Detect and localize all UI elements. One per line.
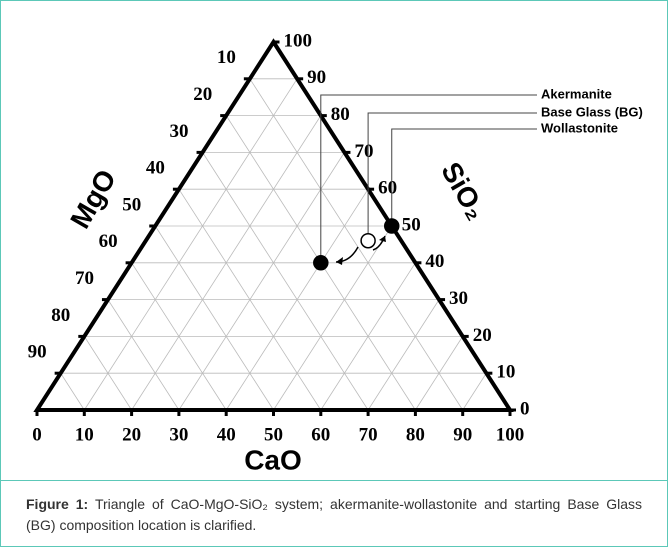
right-tick-label: 50 (402, 214, 421, 235)
left-tick-label: 70 (75, 268, 94, 289)
grid-line (178, 188, 322, 411)
legend-label: Base Glass (BG) (541, 104, 643, 119)
left-tick-label: 90 (28, 342, 47, 363)
right-tick-label: 40 (425, 251, 444, 272)
divider (1, 480, 667, 481)
right-tick-label: 60 (378, 178, 397, 199)
data-point (313, 255, 329, 271)
grid-line (249, 78, 464, 411)
right-tick-label: 80 (331, 104, 350, 125)
arrowhead (336, 257, 343, 265)
axis-title: SiO₂ (435, 157, 492, 225)
data-point (384, 218, 400, 234)
right-tick-label: 30 (449, 288, 468, 309)
left-tick-label: 20 (193, 84, 212, 105)
right-tick-label: 0 (520, 398, 530, 419)
axis-title: CaO (244, 444, 302, 475)
leader-line (367, 112, 537, 241)
x-tick-label: 70 (359, 424, 378, 445)
x-tick-label: 30 (169, 424, 188, 445)
grid-line (107, 299, 180, 411)
right-tick-label: 90 (307, 67, 326, 88)
legend-label: Akermanite (541, 86, 612, 101)
grid-line (202, 152, 369, 411)
legend-label: Wollastonite (541, 120, 618, 135)
data-point (360, 232, 376, 249)
grid-line (178, 152, 345, 411)
left-tick-label: 40 (146, 158, 165, 179)
left-tick-label: 80 (51, 305, 70, 326)
right-tick-label: 20 (473, 325, 492, 346)
grid-line (273, 225, 393, 411)
caption: Figure 1: Triangle of CaO-MgO-SiO₂ syste… (26, 494, 642, 536)
grid-line (60, 372, 85, 411)
x-tick-label: 80 (406, 424, 425, 445)
x-tick-label: 50 (264, 424, 283, 445)
x-tick-label: 10 (75, 424, 94, 445)
caption-text: Triangle of CaO-MgO-SiO₂ system; akerman… (26, 496, 642, 533)
grid-line (462, 372, 487, 411)
arrowhead (379, 236, 386, 242)
grid-line (367, 299, 440, 411)
right-tick-label: 70 (354, 141, 373, 162)
left-tick-label: 10 (217, 47, 236, 68)
grid-line (83, 336, 132, 411)
x-tick-label: 0 (32, 424, 42, 445)
right-tick-label: 10 (496, 362, 515, 383)
leader-line (320, 94, 537, 263)
axis-title: MgO (64, 164, 122, 233)
grid-line (154, 225, 274, 411)
grid-line (131, 262, 227, 411)
caption-label: Figure 1: (26, 496, 89, 512)
x-tick-label: 20 (122, 424, 141, 445)
left-tick-label: 60 (99, 231, 118, 252)
x-tick-label: 90 (453, 424, 472, 445)
left-tick-label: 50 (122, 194, 141, 215)
left-tick-label: 30 (170, 121, 189, 142)
right-tick-label: 100 (284, 30, 313, 51)
x-tick-label: 40 (217, 424, 236, 445)
x-tick-label: 60 (311, 424, 330, 445)
grid-line (83, 78, 298, 411)
leader-line (391, 128, 537, 226)
x-tick-label: 100 (496, 424, 525, 445)
